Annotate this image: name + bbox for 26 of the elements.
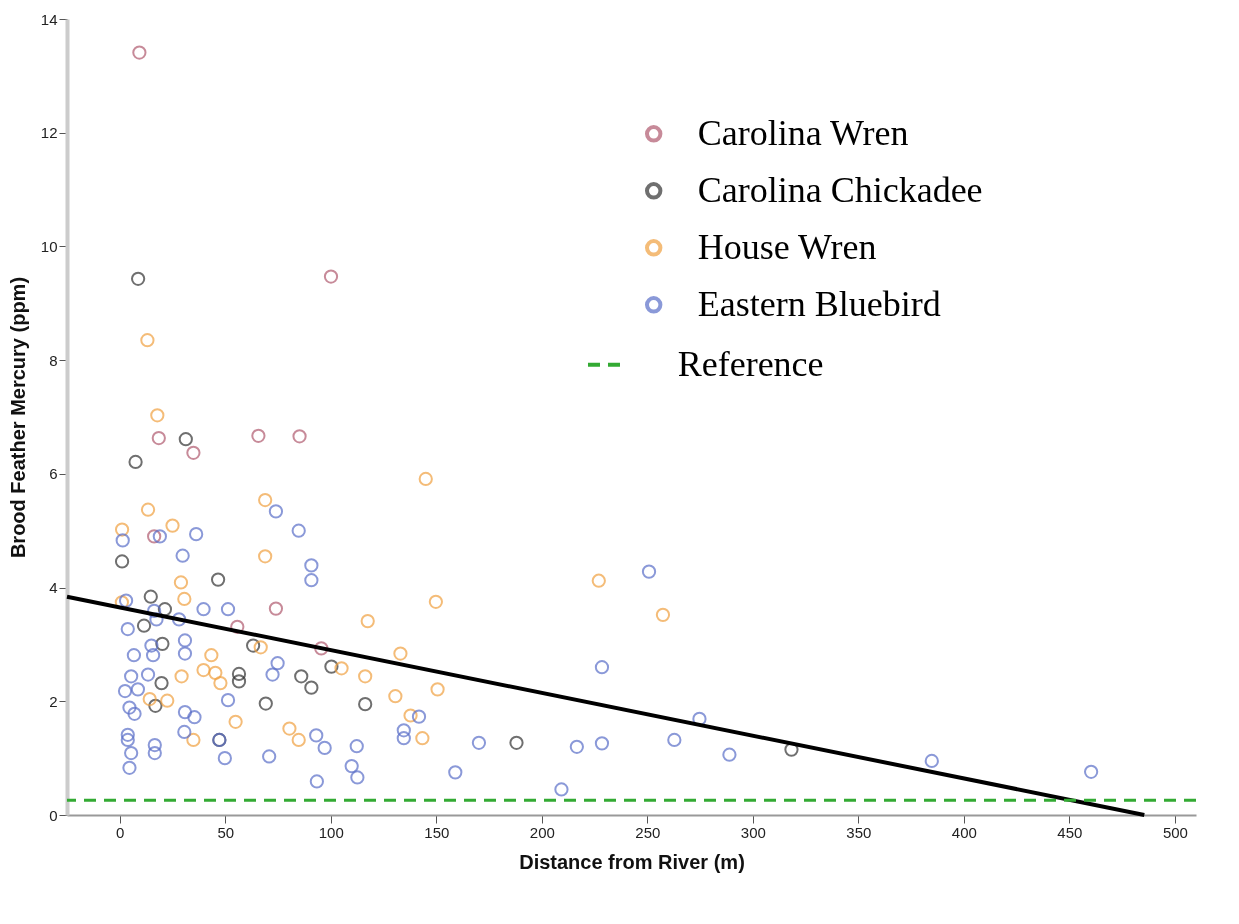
x-tick-label: 250 xyxy=(635,823,661,841)
x-tick-label: 200 xyxy=(529,823,555,841)
y-tick-label: 2 xyxy=(49,692,58,710)
legend-label: House Wren xyxy=(697,226,877,267)
x-tick-label: 150 xyxy=(424,823,450,841)
x-tick-label: 0 xyxy=(116,823,125,841)
x-tick-label: 400 xyxy=(951,823,977,841)
x-tick-label: 450 xyxy=(1057,823,1083,841)
legend-label: Eastern Bluebird xyxy=(697,283,941,324)
x-tick-label: 350 xyxy=(846,823,872,841)
y-tick-label: 12 xyxy=(40,124,58,142)
y-tick-label: 10 xyxy=(40,237,58,255)
y-tick-label: 0 xyxy=(49,806,58,824)
y-tick-label: 6 xyxy=(49,465,58,483)
y-tick-label: 14 xyxy=(40,10,58,28)
y-tick-label: 8 xyxy=(49,351,58,369)
y-tick-label: 4 xyxy=(49,579,58,597)
x-tick-label: 50 xyxy=(217,823,235,841)
x-tick-label: 100 xyxy=(318,823,344,841)
legend-label: Reference xyxy=(677,343,824,384)
legend-label: Carolina Chickadee xyxy=(697,169,983,210)
legend-label: Carolina Wren xyxy=(697,112,909,153)
x-tick-label: 500 xyxy=(1162,823,1188,841)
x-axis-title: Distance from River (m) xyxy=(519,850,745,873)
x-tick-label: 300 xyxy=(740,823,766,841)
y-axis-title: Brood Feather Mercury (ppm) xyxy=(6,276,29,559)
